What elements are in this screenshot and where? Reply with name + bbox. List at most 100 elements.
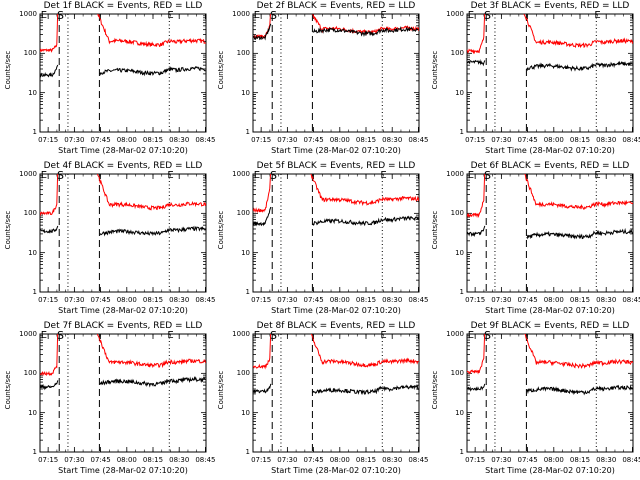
plot-canvas [252,333,420,453]
plot-frame [39,173,207,293]
x-tick-label: 08:00 [329,456,350,464]
lld-series-line [309,174,419,207]
x-tick-label: 08:15 [142,456,164,464]
plot-canvas [39,13,207,133]
events-series-line [40,225,59,234]
lld-series-line [40,14,59,53]
plot-frame [252,13,420,133]
detector-panel-3: Det 3f BLACK = Events, RED = LLD Start Ti… [427,0,640,160]
panel-title: Det 1f BLACK = Events, RED = LLD [43,1,203,11]
x-tick-label: 08:30 [596,136,617,144]
y-tick-label: 1 [245,128,250,136]
x-tick-label: 08:00 [116,136,137,144]
lld-series-line [310,334,419,368]
y-tick-label: 1 [245,448,250,456]
x-tick-label: 08:00 [543,456,564,464]
y-tick-label: 100 [450,369,464,378]
x-tick-label: 07:15 [465,456,486,464]
y-tick-label: 1 [459,288,464,296]
event-marker-e: E [380,170,387,181]
events-series-line [312,25,419,37]
panel-title: Det 6f BLACK = Events, RED = LLD [470,161,630,171]
x-axis-label: Start Time (28-Mar-02 07:10:20) [271,306,401,315]
plot-canvas [252,13,420,133]
x-tick-label: 08:15 [569,456,591,464]
lld-series-line [523,174,633,210]
event-marker-s: S [269,329,277,342]
events-series-line [312,384,419,396]
event-marker-e: E [40,170,48,181]
x-tick-label: 08:15 [355,296,377,304]
y-tick-label: 100 [450,209,464,218]
x-tick-label: 07:30 [64,296,85,304]
lld-series-line [97,14,206,48]
event-marker-e: E [167,330,174,341]
x-tick-label: 08:00 [329,136,350,144]
x-tick-label: 08:30 [382,296,403,304]
x-tick-label: 08:45 [195,296,216,304]
detector-panel-9: Det 9f BLACK = Events, RED = LLD Start Ti… [427,320,640,480]
panel-title: Det 2f BLACK = Events, RED = LLD [256,1,416,11]
y-tick-label: 10 [28,88,37,97]
y-tick-label: 100 [23,369,37,378]
x-tick-label: 07:15 [251,296,272,304]
event-marker-e: E [253,330,261,341]
event-marker-s: S [483,169,491,182]
y-tick-label: 1000 [232,10,250,18]
plot-canvas [466,13,634,133]
x-axis-label: Start Time (28-Mar-02 07:10:20) [58,306,188,315]
y-tick-label: 10 [28,248,37,257]
plot-canvas [466,333,634,453]
events-series-line [40,64,59,78]
plot-frame [252,173,420,293]
y-tick-label: 1 [32,128,37,136]
event-marker-s: S [56,169,64,182]
events-series-line [467,59,486,67]
lld-series-line [253,174,272,214]
x-tick-label: 07:30 [277,296,298,304]
y-tick-label: 100 [450,49,464,58]
x-tick-label: 07:15 [465,296,486,304]
x-tick-label: 08:30 [596,296,617,304]
x-tick-label: 08:15 [355,136,377,144]
detector-panel-6: Det 6f BLACK = Events, RED = LLD Start Ti… [427,160,640,320]
x-tick-label: 08:45 [622,456,640,464]
x-tick-label: 08:30 [382,136,403,144]
y-tick-label: 1000 [446,170,464,178]
lld-series-line [96,334,206,369]
x-tick-label: 08:30 [169,296,190,304]
events-series-line [312,215,419,227]
plot-canvas [39,173,207,293]
x-tick-label: 07:30 [277,136,298,144]
x-tick-label: 08:30 [169,456,190,464]
event-marker-s: S [56,9,64,22]
x-tick-label: 07:45 [303,296,324,304]
events-series-line [99,376,206,388]
x-tick-label: 08:15 [142,296,164,304]
event-marker-e: E [594,10,601,21]
events-series-line [467,383,486,392]
x-tick-label: 08:00 [543,296,564,304]
event-marker-s: S [483,329,491,342]
events-series-line [40,380,59,391]
event-marker-e: E [467,10,475,21]
plot-frame [39,333,207,453]
x-tick-label: 07:45 [90,296,111,304]
lld-series-line [523,334,633,369]
y-tick-label: 100 [236,209,250,218]
detector-panel-4: Det 4f BLACK = Events, RED = LLD Start Ti… [0,160,216,320]
y-tick-label: 100 [236,369,250,378]
lld-series-line [467,334,486,375]
x-tick-label: 08:15 [569,136,591,144]
x-tick-label: 08:30 [596,456,617,464]
detector-panel-5: Det 5f BLACK = Events, RED = LLD Start Ti… [213,160,429,320]
event-marker-e: E [40,10,48,21]
event-marker-s: S [56,329,64,342]
x-tick-label: 08:45 [195,136,216,144]
x-tick-label: 07:30 [64,456,85,464]
panel-title: Det 5f BLACK = Events, RED = LLD [256,161,416,171]
x-tick-label: 07:30 [491,456,512,464]
x-tick-label: 07:15 [465,136,486,144]
y-tick-label: 1000 [19,330,37,338]
x-tick-label: 08:00 [543,136,564,144]
